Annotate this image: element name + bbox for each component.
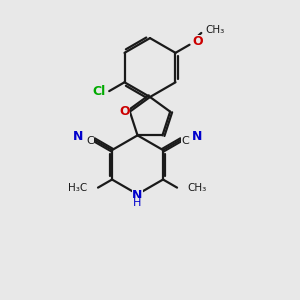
Text: H₃C: H₃C — [68, 183, 88, 193]
Text: H: H — [134, 198, 142, 208]
Text: CH₃: CH₃ — [206, 25, 225, 35]
Text: O: O — [192, 35, 202, 48]
Text: C: C — [86, 136, 94, 146]
Text: N: N — [132, 189, 143, 202]
Text: CH₃: CH₃ — [188, 183, 207, 193]
Text: C: C — [181, 136, 189, 146]
Text: Cl: Cl — [92, 85, 106, 98]
Text: N: N — [192, 130, 202, 143]
Text: N: N — [73, 130, 83, 143]
Text: O: O — [119, 105, 130, 118]
